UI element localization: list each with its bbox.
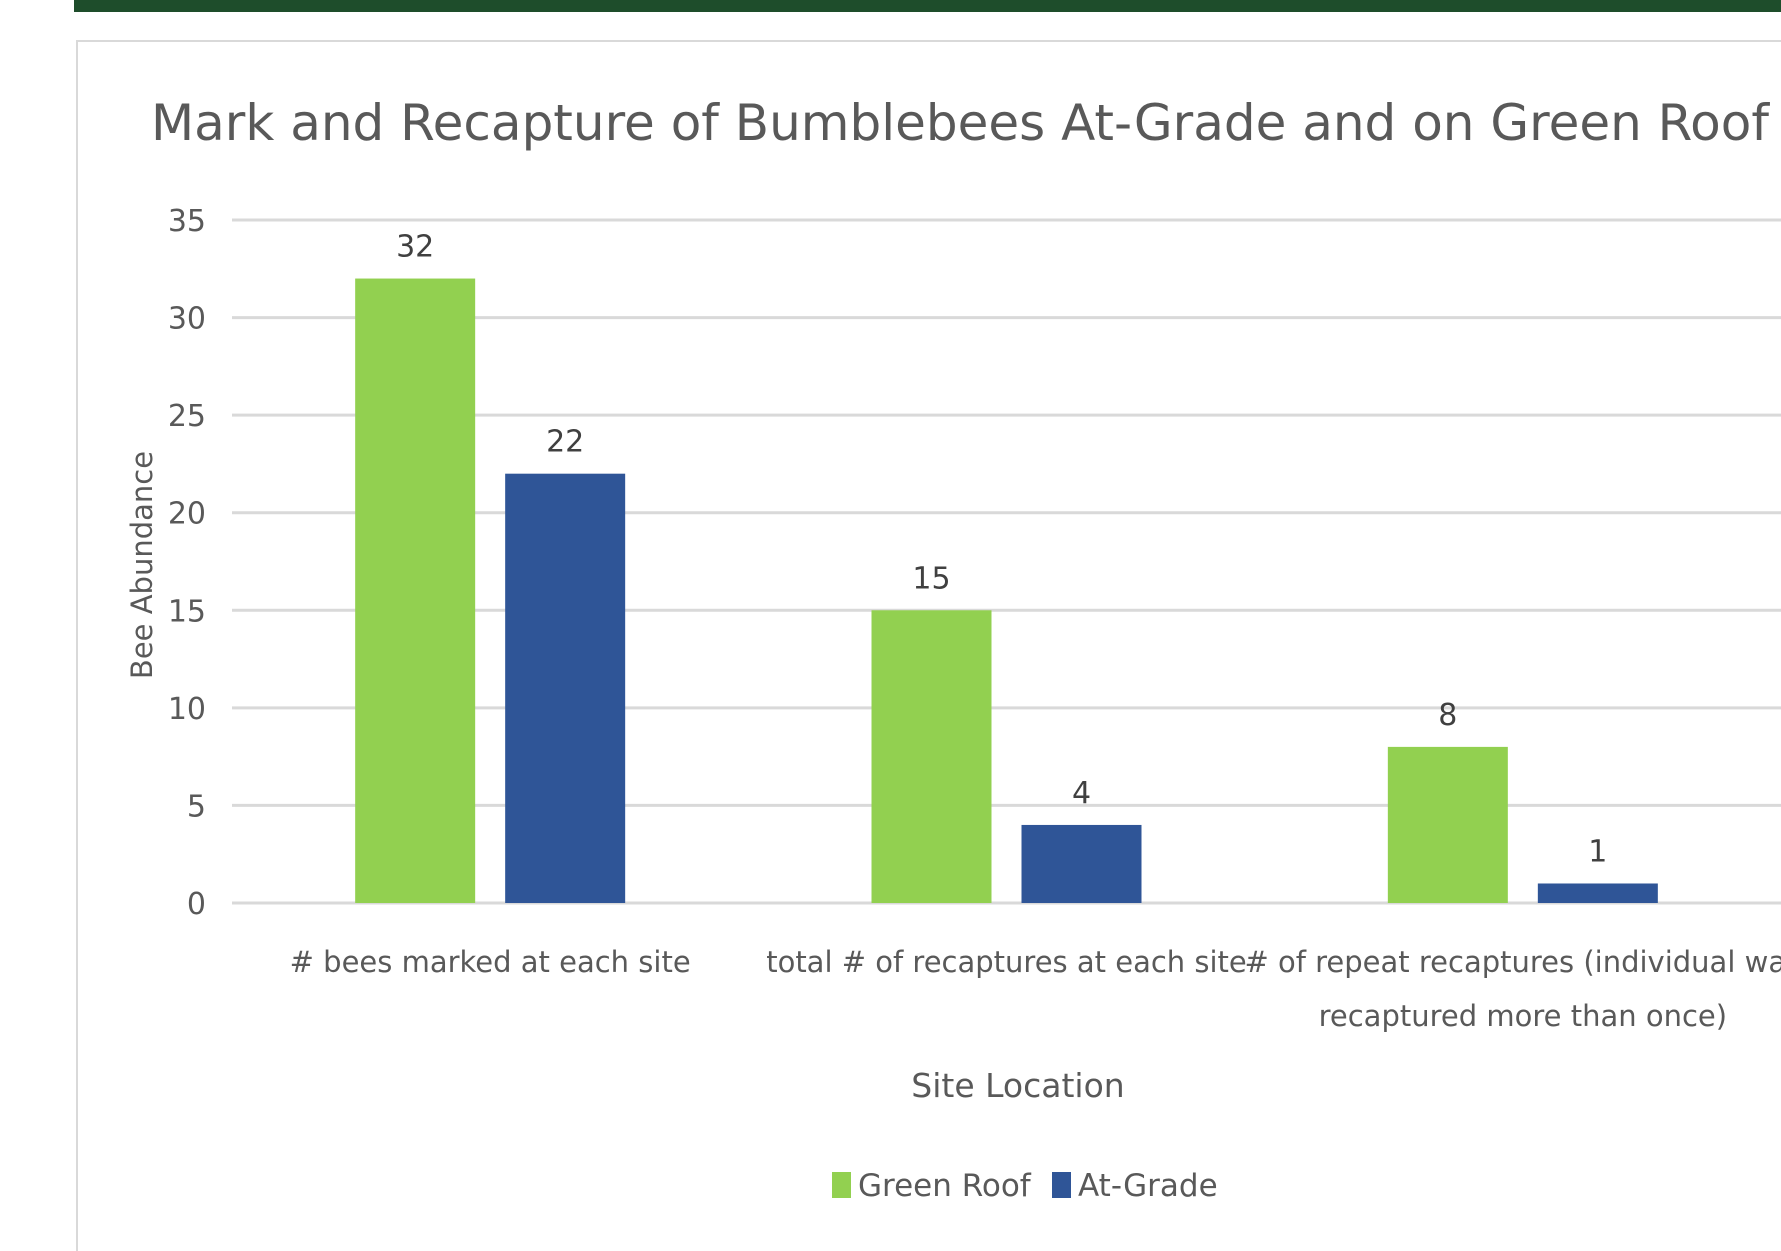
legend-label: Green Roof: [858, 1168, 1032, 1204]
data-label: 1: [1588, 834, 1607, 869]
y-tick-label: 20: [168, 497, 206, 532]
data-label: 8: [1438, 698, 1457, 733]
category-label: recaptured more than once): [1319, 999, 1727, 1033]
y-tick-label: 30: [168, 302, 206, 337]
bar: [1021, 824, 1142, 903]
data-label: 15: [912, 561, 950, 596]
x-axis-title: Site Location: [911, 1066, 1124, 1105]
bar: [355, 278, 476, 903]
gridlines: [232, 218, 1781, 905]
legend: Green Roof At-Grade: [832, 1168, 1218, 1204]
data-label: 4: [1072, 776, 1091, 811]
bar: [505, 473, 626, 903]
bar: [1387, 746, 1508, 903]
top-banner: [74, 0, 1781, 12]
category-label: # bees marked at each site: [290, 945, 691, 979]
y-tick-label: 5: [187, 789, 206, 824]
bars: [355, 278, 1658, 903]
data-labels: 32 22 15 4 8 1: [396, 230, 1607, 870]
y-tick-label: 10: [168, 692, 206, 727]
category-label: # of repeat recaptures (individual was: [1244, 945, 1781, 979]
legend-swatch: [1052, 1172, 1071, 1198]
legend-label: At-Grade: [1078, 1168, 1218, 1204]
y-tick-label: 15: [168, 594, 206, 629]
y-tick-labels: 0 5 10 15 20 25 30 35: [168, 204, 206, 922]
data-label: 32: [396, 230, 434, 265]
data-label: 22: [546, 425, 584, 460]
y-tick-label: 25: [168, 399, 206, 434]
chart-title: Mark and Recapture of Bumblebees At-Grad…: [151, 94, 1770, 152]
y-tick-label: 35: [168, 204, 206, 239]
y-axis-title: Bee Abundance: [125, 451, 159, 679]
bar: [1537, 883, 1658, 903]
category-label: total # of recaptures at each site: [766, 945, 1247, 979]
legend-swatch: [832, 1172, 851, 1198]
y-tick-label: 0: [187, 887, 206, 922]
bar: [871, 610, 992, 903]
category-labels: # bees marked at each site total # of rec…: [290, 945, 1781, 1033]
